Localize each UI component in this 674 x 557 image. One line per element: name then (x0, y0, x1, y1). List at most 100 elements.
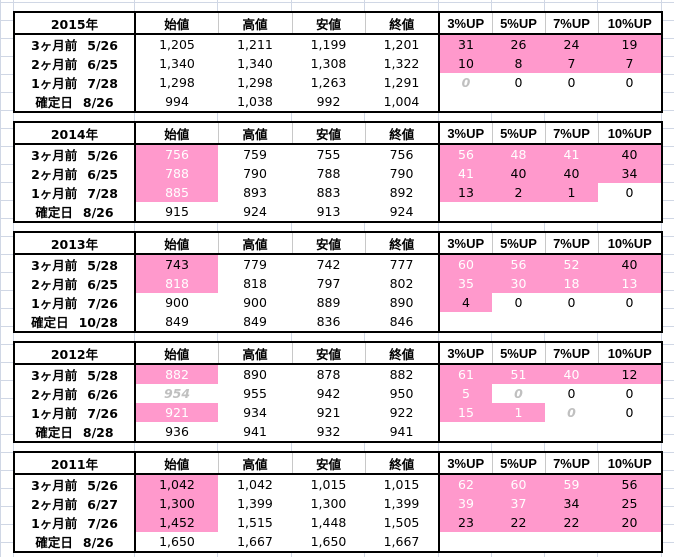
cell-price[interactable]: 1,298 (159, 75, 195, 90)
cell-price[interactable]: 790 (243, 166, 267, 181)
row-label[interactable]: 1ヶ月前 7/26 (14, 513, 136, 532)
cell-price[interactable]: 915 (165, 204, 189, 219)
column-header[interactable]: 10%UP (597, 342, 662, 365)
row-label[interactable]: 2ヶ月前 6/25 (14, 54, 136, 73)
column-header[interactable]: 3%UP (438, 122, 492, 145)
cell-up-count[interactable]: 0 (625, 185, 634, 200)
cell-price[interactable]: 882 (135, 364, 218, 384)
cell-up-count[interactable] (545, 312, 598, 332)
cell-up-count[interactable] (439, 422, 492, 442)
cell-price[interactable]: 797 (316, 276, 341, 291)
cell-price[interactable]: 883 (316, 185, 341, 200)
cell-up-count[interactable] (439, 92, 492, 112)
column-header[interactable]: 始値 (134, 232, 218, 255)
cell-up-count[interactable]: 13 (598, 274, 662, 293)
cell-price[interactable]: 992 (316, 94, 341, 109)
cell-up-count[interactable]: 20 (598, 513, 662, 532)
cell-price[interactable]: 1,650 (159, 534, 195, 549)
cell-price[interactable]: 885 (135, 183, 218, 202)
cell-price[interactable]: 1,201 (365, 34, 440, 54)
cell-up-count[interactable]: 51 (492, 364, 545, 384)
cell-up-count[interactable] (545, 92, 598, 112)
cell-up-count[interactable] (598, 422, 662, 442)
cell-price[interactable]: 1,650 (310, 534, 347, 549)
cell-up-count[interactable]: 13 (439, 183, 492, 202)
column-header[interactable]: 10%UP (597, 122, 662, 145)
cell-up-count[interactable] (492, 92, 545, 112)
cell-up-count[interactable]: 12 (598, 364, 662, 384)
cell-price[interactable]: 755 (316, 147, 341, 162)
cell-up-count[interactable]: 7 (545, 54, 598, 73)
cell-up-count[interactable] (598, 92, 662, 112)
column-header[interactable]: 5%UP (491, 342, 545, 365)
cell-price[interactable]: 924 (365, 202, 440, 222)
column-header[interactable]: 安値 (291, 232, 365, 255)
column-header[interactable]: 終値 (364, 452, 440, 475)
cell-price[interactable]: 788 (316, 166, 341, 181)
cell-up-count[interactable]: 25 (598, 494, 662, 513)
column-header[interactable]: 3%UP (438, 12, 492, 35)
cell-up-count[interactable] (598, 532, 662, 552)
column-header[interactable]: 高値 (217, 452, 292, 475)
cell-up-count[interactable]: 1 (545, 183, 598, 202)
cell-price[interactable]: 954 (163, 386, 191, 401)
cell-up-count[interactable]: 60 (439, 254, 492, 274)
column-header[interactable]: 7%UP (544, 12, 598, 35)
cell-up-count[interactable]: 8 (492, 54, 545, 73)
column-header[interactable]: 3%UP (438, 232, 492, 255)
row-label[interactable]: 確定日 8/26 (14, 532, 136, 552)
column-header[interactable]: 高値 (217, 122, 292, 145)
cell-price[interactable]: 1,298 (237, 75, 273, 90)
cell-price[interactable]: 1,399 (237, 496, 273, 511)
column-header[interactable]: 安値 (291, 342, 365, 365)
column-header[interactable]: 10%UP (597, 232, 662, 255)
cell-up-count[interactable] (492, 312, 545, 332)
cell-up-count[interactable]: 10 (439, 54, 492, 73)
cell-price[interactable]: 994 (165, 94, 189, 109)
row-label[interactable]: 確定日 10/28 (14, 312, 136, 332)
cell-up-count[interactable]: 0 (514, 386, 523, 401)
cell-up-count[interactable]: 30 (492, 274, 545, 293)
row-label[interactable]: 確定日 8/26 (14, 92, 136, 112)
column-header[interactable]: 7%UP (544, 342, 598, 365)
column-header[interactable]: 始値 (134, 342, 218, 365)
cell-up-count[interactable] (545, 532, 598, 552)
column-header[interactable]: 3%UP (438, 452, 492, 475)
cell-price[interactable]: 890 (365, 293, 440, 312)
cell-price[interactable]: 1,004 (365, 92, 440, 112)
row-label[interactable]: 2ヶ月前 6/27 (14, 494, 136, 513)
cell-price[interactable]: 878 (316, 367, 341, 382)
cell-up-count[interactable] (492, 422, 545, 442)
cell-price[interactable]: 1,667 (365, 532, 440, 552)
cell-price[interactable]: 1,291 (365, 73, 440, 92)
cell-up-count[interactable]: 41 (545, 144, 598, 164)
cell-price[interactable]: 1,340 (237, 56, 273, 71)
cell-up-count[interactable]: 0 (567, 295, 576, 310)
cell-price[interactable]: 934 (243, 405, 267, 420)
cell-up-count[interactable]: 34 (598, 164, 662, 183)
cell-up-count[interactable]: 0 (567, 386, 576, 401)
cell-up-count[interactable] (598, 312, 662, 332)
cell-up-count[interactable]: 60 (492, 474, 545, 494)
cell-up-count[interactable]: 48 (492, 144, 545, 164)
cell-up-count[interactable]: 2 (492, 183, 545, 202)
cell-up-count[interactable]: 1 (492, 403, 545, 422)
cell-price[interactable]: 849 (243, 314, 267, 329)
cell-price[interactable]: 1,340 (159, 56, 195, 71)
cell-up-count[interactable]: 59 (545, 474, 598, 494)
column-header[interactable]: 終値 (364, 12, 440, 35)
cell-up-count[interactable]: 40 (598, 144, 662, 164)
cell-price[interactable]: 921 (135, 403, 218, 422)
column-header[interactable]: 5%UP (491, 12, 545, 35)
cell-price[interactable]: 1,038 (237, 94, 273, 109)
cell-price[interactable]: 790 (365, 164, 440, 183)
cell-price[interactable]: 756 (135, 144, 218, 164)
column-header[interactable]: 終値 (364, 342, 440, 365)
row-label[interactable]: 3ヶ月前 5/28 (14, 364, 136, 384)
cell-price[interactable]: 849 (165, 314, 189, 329)
cell-price[interactable]: 759 (243, 147, 267, 162)
column-header[interactable]: 高値 (217, 342, 292, 365)
cell-up-count[interactable]: 0 (625, 75, 634, 90)
cell-price[interactable]: 742 (316, 257, 341, 272)
cell-price[interactable]: 743 (135, 254, 218, 274)
